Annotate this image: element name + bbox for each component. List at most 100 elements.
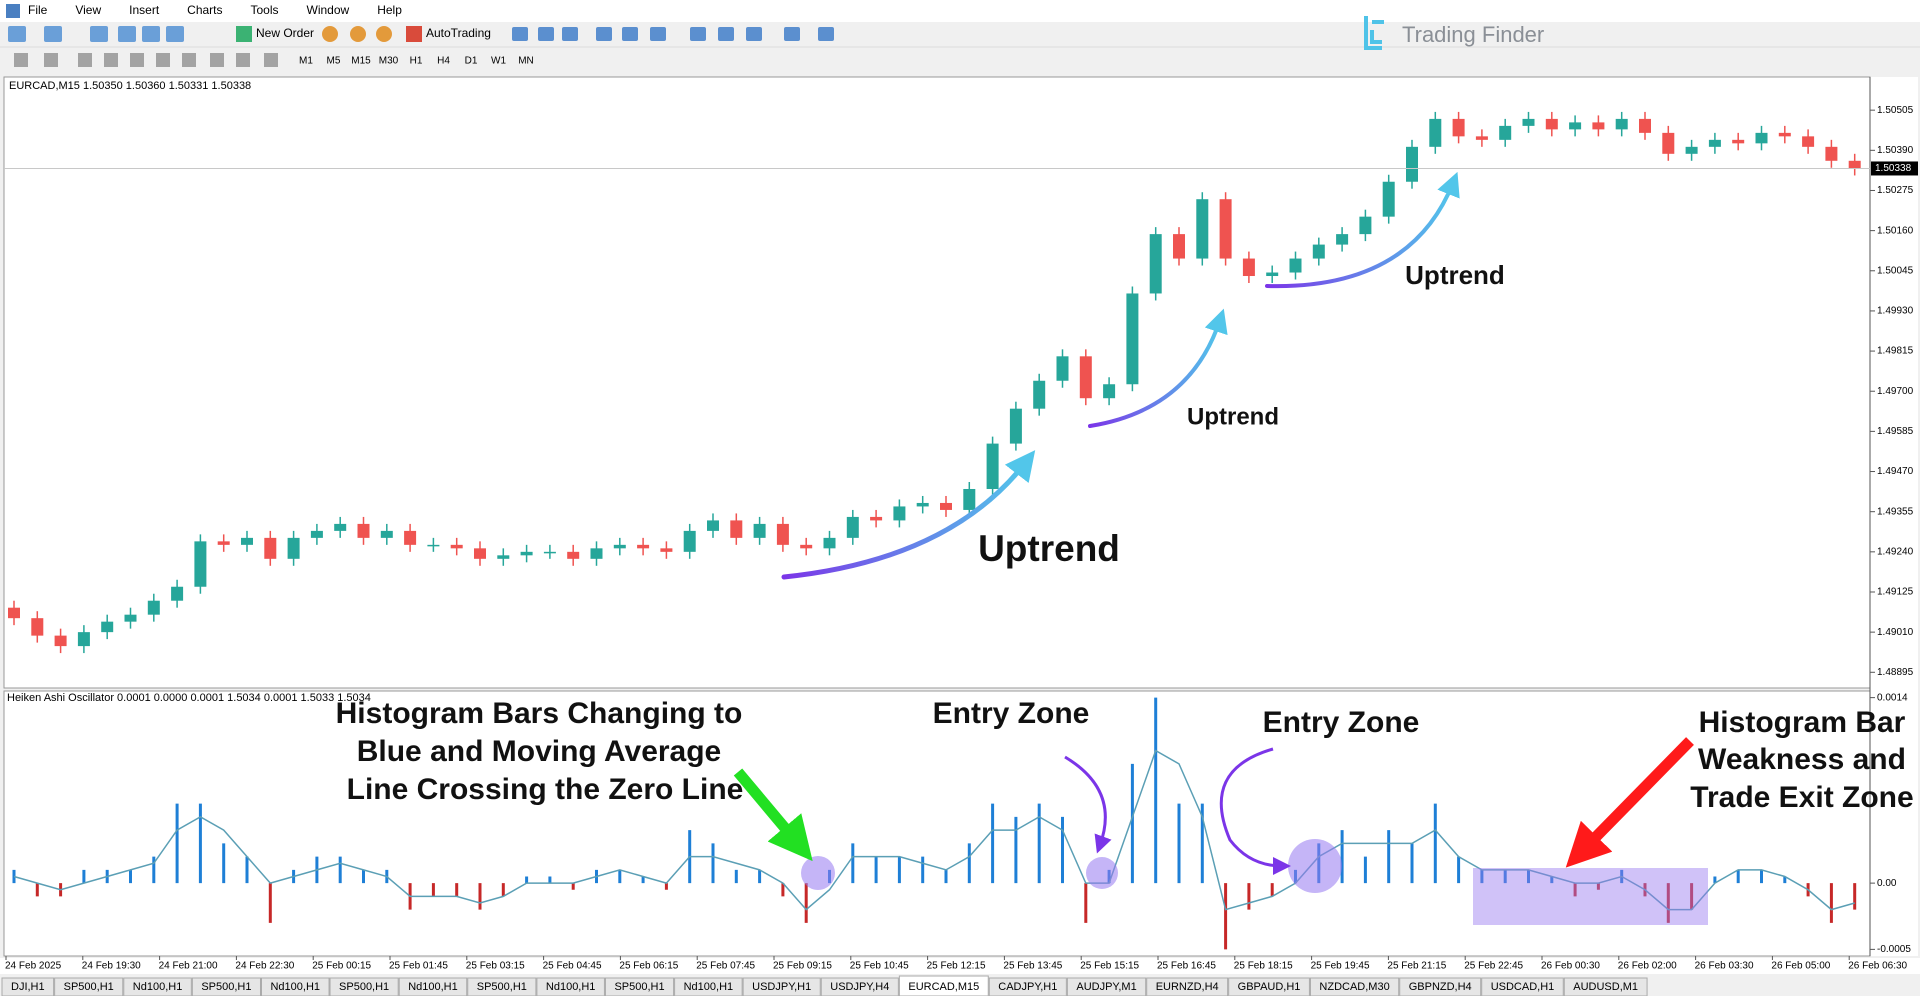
chart-tab[interactable]: USDJPY,H1 (742, 977, 821, 996)
time-label: 25 Feb 13:45 (1003, 961, 1062, 972)
timeframe-button[interactable]: M15 (351, 56, 371, 67)
toolbar-button[interactable] (322, 26, 338, 42)
chart-tab[interactable]: USDJPY,H4 (820, 977, 899, 996)
timeframe-button[interactable]: H4 (437, 56, 450, 67)
toolbar-button[interactable] (142, 26, 160, 42)
tab-label[interactable]: EURNZD,H4 (1156, 981, 1219, 993)
tab-label[interactable]: USDJPY,H4 (830, 981, 889, 993)
tab-label[interactable]: Nd100,H1 (408, 981, 458, 993)
toolbar-button[interactable] (350, 26, 366, 42)
tab-label[interactable]: AUDUSD,M1 (1573, 981, 1638, 993)
candle-body (1429, 118, 1442, 147)
tab-label[interactable]: GBPAUD,H1 (1238, 981, 1301, 993)
chart-tab[interactable]: SP500,H1 (467, 977, 537, 996)
toolbar-button[interactable] (538, 27, 554, 41)
chart-tab[interactable]: DJI,H1 (1, 977, 55, 996)
toolbar-button[interactable] (596, 27, 612, 41)
chart-tab[interactable]: Nd100,H1 (398, 977, 468, 996)
menu-item[interactable]: Help (377, 3, 402, 17)
annotation: Trade Exit Zone (1690, 781, 1913, 814)
drawing-tool[interactable] (156, 53, 170, 67)
tab-label[interactable]: USDJPY,H1 (752, 981, 811, 993)
chart-tab[interactable]: EURNZD,H4 (1146, 977, 1229, 996)
chart-tab[interactable]: SP500,H1 (191, 977, 261, 996)
tab-label[interactable]: Nd100,H1 (133, 981, 183, 993)
tab-label[interactable]: Nd100,H1 (270, 981, 320, 993)
toolbar-label[interactable]: New Order (256, 26, 314, 40)
drawing-tool[interactable] (130, 53, 144, 67)
chart-tab[interactable]: GBPAUD,H1 (1228, 977, 1310, 996)
histogram-bar (1690, 883, 1694, 910)
toolbar-button[interactable] (118, 26, 136, 42)
chart-tab[interactable]: AUDUSD,M1 (1563, 977, 1648, 996)
toolbar-button[interactable] (784, 27, 800, 41)
tab-label[interactable]: GBPNZD,H4 (1409, 981, 1472, 993)
chart-tab[interactable]: GBPNZD,H4 (1399, 977, 1482, 996)
menu-item[interactable]: Charts (187, 3, 222, 17)
menu-item[interactable]: Insert (129, 3, 160, 17)
menu-item[interactable]: View (75, 3, 101, 17)
toolbar-button[interactable] (718, 27, 734, 41)
tab-label[interactable]: USDCAD,H1 (1491, 981, 1555, 993)
chart-tab[interactable]: Nd100,H1 (536, 977, 605, 996)
tab-label[interactable]: Nd100,H1 (546, 981, 596, 993)
chart-tab[interactable]: USDCAD,H1 (1481, 977, 1564, 996)
tab-label[interactable]: SP500,H1 (201, 981, 251, 993)
tab-label[interactable]: AUDJPY,M1 (1076, 981, 1136, 993)
toolbar-button[interactable] (562, 27, 578, 41)
chart-tab[interactable]: SP500,H1 (54, 977, 124, 996)
drawing-tool[interactable] (264, 53, 278, 67)
toolbar-button[interactable] (622, 27, 638, 41)
toolbar-button[interactable] (44, 26, 62, 42)
chart-tab[interactable]: Nd100,H1 (260, 977, 330, 996)
tab-label[interactable]: CADJPY,H1 (998, 981, 1057, 993)
timeframe-button[interactable]: M5 (327, 56, 341, 67)
menu-item[interactable]: Tools (251, 3, 279, 17)
tab-label[interactable]: SP500,H1 (64, 981, 114, 993)
menu-item[interactable]: File (28, 3, 48, 17)
toolbar-button[interactable] (406, 26, 422, 42)
toolbar-button[interactable] (236, 26, 252, 42)
menu-item[interactable]: Window (307, 3, 350, 17)
chart-tab[interactable]: Nd100,H1 (123, 977, 192, 996)
candle-body (730, 520, 743, 538)
toolbar-button[interactable] (166, 26, 184, 42)
tab-label[interactable]: SP500,H1 (614, 981, 664, 993)
drawing-tool[interactable] (236, 53, 250, 67)
chart-tab[interactable]: SP500,H1 (329, 977, 399, 996)
toolbar-label[interactable]: AutoTrading (426, 26, 491, 40)
tab-label[interactable]: SP500,H1 (477, 981, 527, 993)
tab-label[interactable]: NZDCAD,M30 (1319, 981, 1389, 993)
drawing-tool[interactable] (210, 53, 224, 67)
chart-tab[interactable]: SP500,H1 (604, 977, 675, 996)
toolbar-button[interactable] (818, 27, 834, 41)
toolbar-button[interactable] (376, 26, 392, 42)
chart-tab[interactable]: CADJPY,H1 (988, 977, 1067, 996)
chart-tab[interactable]: Nd100,H1 (674, 977, 743, 996)
drawing-tool[interactable] (14, 53, 28, 67)
timeframe-button[interactable]: D1 (465, 56, 478, 67)
tab-label[interactable]: DJI,H1 (11, 981, 45, 993)
tab-label[interactable]: Nd100,H1 (684, 981, 734, 993)
timeframe-button[interactable]: M30 (379, 56, 399, 67)
timeframe-button[interactable]: H1 (410, 56, 423, 67)
chart-tab[interactable]: NZDCAD,M30 (1309, 977, 1400, 996)
drawing-tool[interactable] (44, 53, 58, 67)
drawing-tool[interactable] (78, 53, 92, 67)
drawing-tool[interactable] (104, 53, 118, 67)
toolbar-button[interactable] (690, 27, 706, 41)
timeframe-button[interactable]: W1 (491, 56, 506, 67)
toolbar-button[interactable] (746, 27, 762, 41)
toolbar-button[interactable] (8, 26, 26, 42)
timeframe-button[interactable]: M1 (299, 56, 313, 67)
chart-tab[interactable]: EURCAD,M15 (898, 975, 989, 996)
drawing-tool[interactable] (182, 53, 196, 67)
toolbar-button[interactable] (512, 27, 528, 41)
chart-tab[interactable]: AUDJPY,M1 (1066, 977, 1147, 996)
timeframe-button[interactable]: MN (518, 56, 534, 67)
toolbar-button[interactable] (90, 26, 108, 42)
tab-label[interactable]: EURCAD,M15 (908, 981, 979, 993)
tab-label[interactable]: SP500,H1 (339, 981, 389, 993)
annotation: Line Crossing the Zero Line (347, 773, 744, 806)
toolbar-button[interactable] (650, 27, 666, 41)
